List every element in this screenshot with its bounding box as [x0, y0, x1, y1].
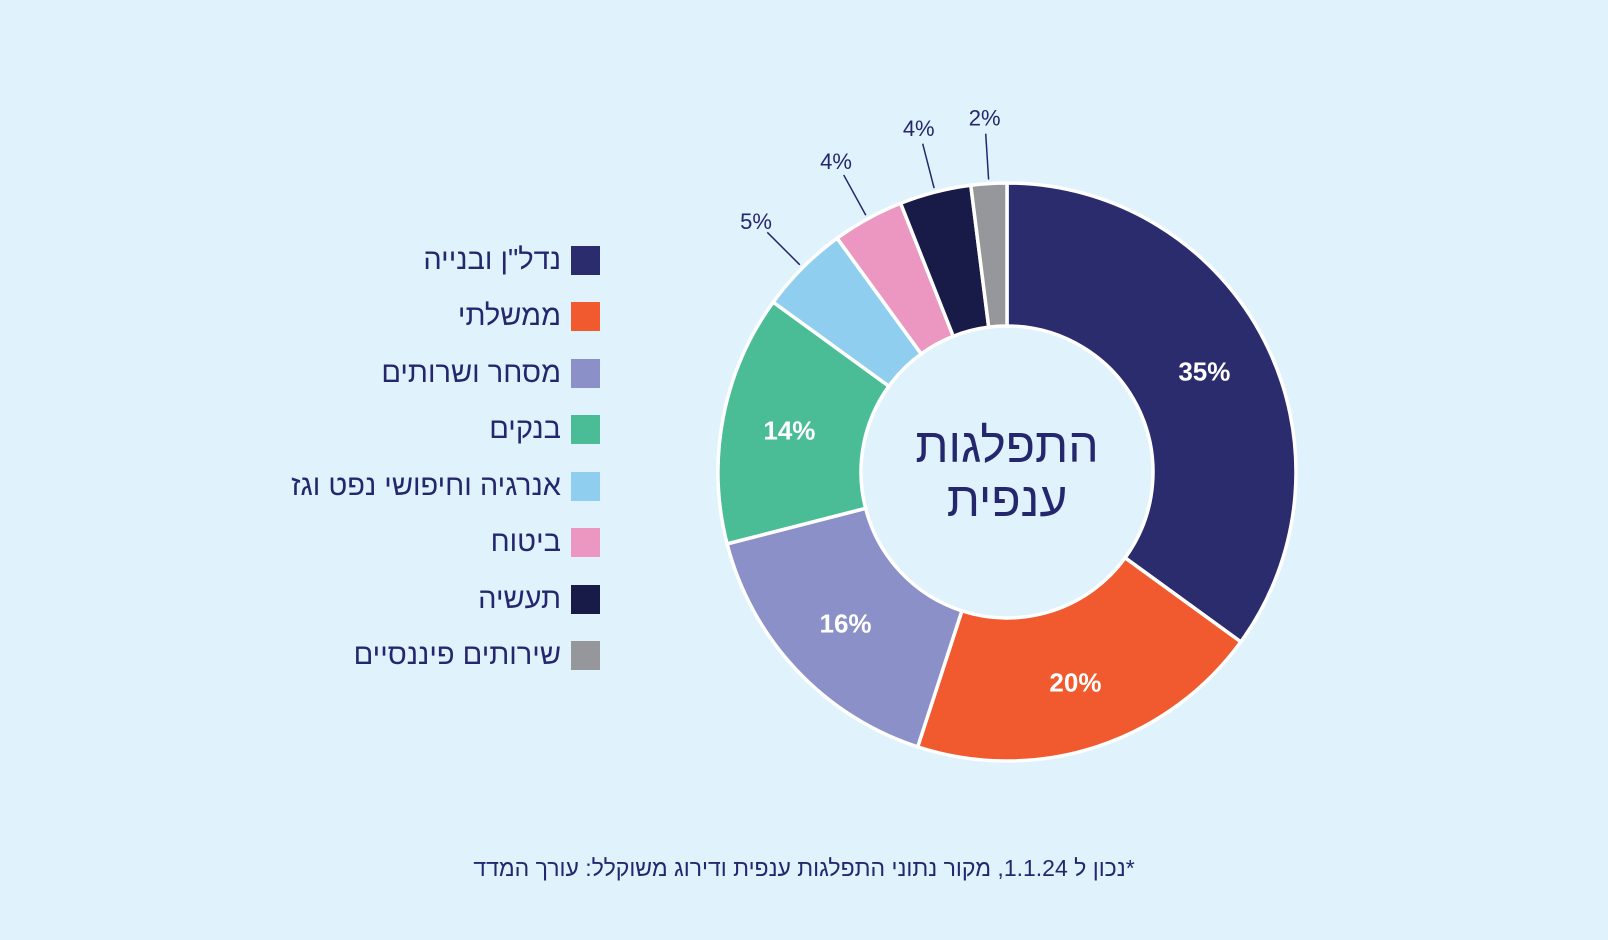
slice-label: 4% — [820, 149, 852, 174]
donut-slice — [716, 299, 892, 547]
legend-swatch — [571, 415, 600, 445]
donut-slice — [1005, 181, 1298, 645]
donut-slice — [915, 555, 1244, 763]
legend-item: אנרגיה וחיפושי נפט וגז — [291, 458, 600, 515]
donut-slice — [724, 506, 965, 750]
legend-swatch — [571, 528, 600, 558]
legend-item: נדל"ן ובנייה — [291, 232, 600, 289]
legend-label: מסחר ושרותים — [381, 356, 561, 389]
legend-item: שירותים פיננסיים — [291, 628, 600, 685]
slice-label: 14% — [763, 415, 815, 445]
chart-title-line-2: ענפית — [946, 474, 1068, 527]
legend: נדל"ן ובנייה ממשלתי מסחר ושרותים בנקים אנרגי… — [291, 232, 600, 684]
slice-label: 16% — [820, 609, 872, 639]
legend-item: בנקים — [291, 402, 600, 459]
legend-label: שירותים פיננסיים — [353, 639, 561, 672]
slice-label: 4% — [903, 116, 935, 141]
legend-label: בנקים — [489, 413, 561, 446]
legend-item: תעשיה — [291, 571, 600, 628]
legend-label: תעשיה — [478, 582, 561, 615]
footnote: *נכון ל 1.1.24, מקור נתוני התפלגות ענפית… — [473, 855, 1135, 881]
donut-slice — [968, 181, 1009, 330]
slice-label: 20% — [1049, 668, 1101, 698]
legend-label: ממשלתי — [457, 300, 561, 333]
legend-swatch — [571, 358, 600, 388]
legend-swatch — [571, 245, 600, 275]
legend-label: ביטוח — [490, 526, 561, 559]
legend-swatch — [571, 641, 600, 671]
slice-label: 35% — [1178, 356, 1230, 386]
slice-label: 2% — [969, 106, 1001, 131]
legend-label: אנרגיה וחיפושי נפט וגז — [291, 469, 561, 502]
legend-item: מסחר ושרותים — [291, 345, 600, 402]
chart-title-line-1: התפלגות — [915, 420, 1099, 473]
legend-label: נדל"ן ובנייה — [423, 243, 561, 276]
legend-swatch — [571, 302, 600, 332]
leader-line — [766, 231, 801, 266]
slice-label: 5% — [740, 209, 772, 234]
legend-swatch — [571, 471, 600, 501]
leader-line — [984, 133, 990, 180]
leader-line — [921, 143, 935, 189]
chart-title: התפלגות ענפית — [857, 420, 1157, 528]
leader-line — [843, 174, 867, 216]
legend-swatch — [571, 584, 600, 614]
legend-item: ביטוח — [291, 515, 600, 572]
legend-item: ממשלתי — [291, 289, 600, 346]
